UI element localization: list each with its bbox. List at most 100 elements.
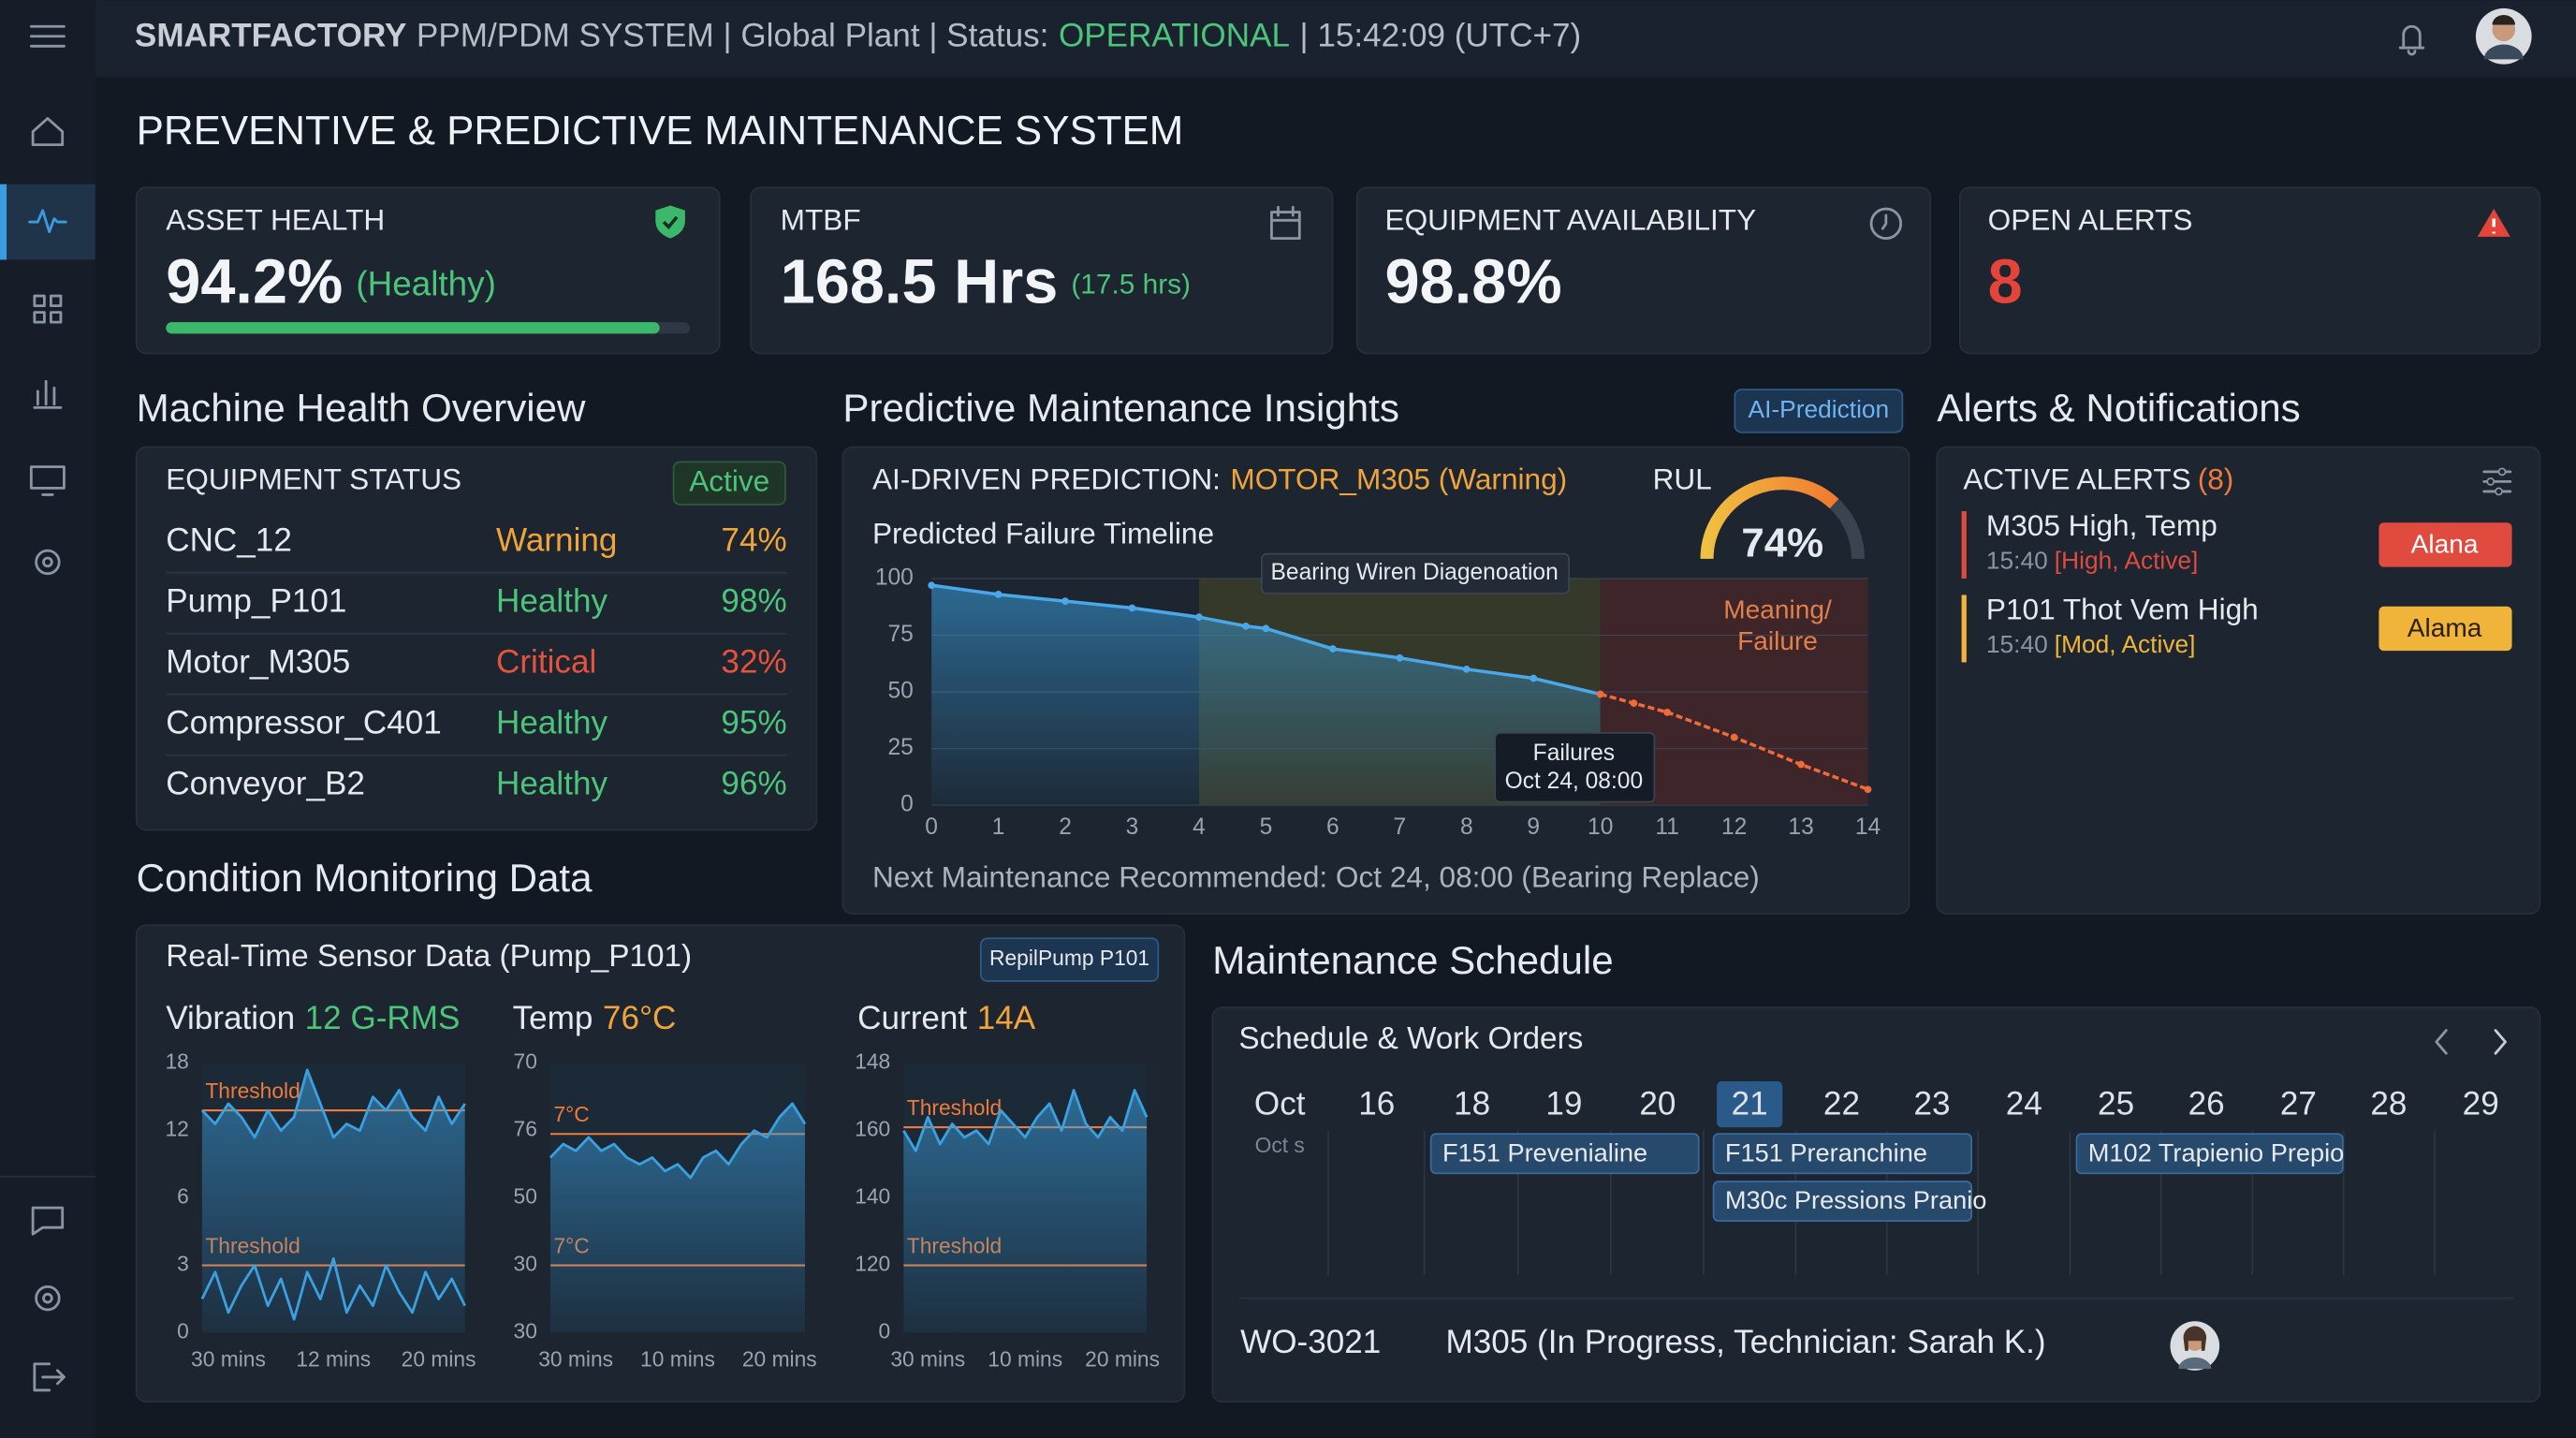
y-tick-label: 70 (514, 1049, 537, 1074)
alert-bar (1961, 594, 1967, 663)
x-tick-label: 11 (1655, 814, 1679, 840)
alert-button-bg[interactable] (2378, 522, 2512, 567)
series-line (1600, 692, 1869, 791)
threshold-label: 7°C (553, 1102, 589, 1126)
event-label: F151 Preranchine (1725, 1137, 1927, 1167)
x-tick-label: 12 mins (296, 1346, 371, 1371)
header-title-part: | 15:42:09 (UTC+7) (1300, 18, 1582, 54)
alert-button-bg[interactable] (2378, 606, 2512, 652)
sensor-label: Current 14A (857, 1000, 1036, 1036)
area-fill (903, 1090, 1148, 1333)
annotation: Bearing Wiren Diagenoation (1271, 560, 1559, 585)
kpi-label: OPEN ALERTS (1988, 202, 2193, 236)
event-bar[interactable] (2075, 1133, 2344, 1175)
y-tick-label: 30 (514, 1252, 537, 1276)
equipment-name: CNC_12 (166, 522, 292, 559)
event-bar[interactable] (1429, 1133, 1700, 1175)
x-tick-label: 7 (1394, 814, 1407, 840)
nav-home[interactable] (31, 117, 65, 146)
sensor-label-part: Vibration (166, 1000, 295, 1036)
page-title: PREVENTIVE & PREDICTIVE MAINTENANCE SYST… (137, 108, 1184, 154)
kpi-value: 94.2% (Healthy) (166, 247, 496, 316)
event-label: M102 Trapienio Prepio (2088, 1137, 2345, 1167)
technician-avatar (2170, 1321, 2220, 1371)
kpi-card (750, 186, 1334, 355)
prediction-heading: AI-DRIVEN PREDICTION: MOTOR_M305 (Warning… (872, 462, 1567, 496)
sensor-label-part: Temp (513, 1000, 593, 1036)
clock-icon (1869, 207, 1903, 241)
prev-week[interactable] (2435, 1029, 2448, 1055)
nav-logout[interactable] (33, 1362, 66, 1392)
x-tick-label: 1 (992, 814, 1005, 840)
nav-monitoring[interactable] (28, 209, 67, 234)
event-bar[interactable] (1712, 1181, 1972, 1223)
equipment-name: Motor_M305 (166, 643, 350, 680)
nav-messages[interactable] (31, 1206, 65, 1236)
x-tick-label: 0 (925, 814, 938, 840)
equipment-name: Pump_P101 (166, 583, 346, 620)
nav-settings[interactable] (35, 549, 61, 576)
equipment-status: Healthy (496, 583, 607, 620)
kpi-label: MTBF (781, 202, 861, 236)
notifications-button[interactable] (2398, 24, 2425, 56)
prediction-heading-part: AI-DRIVEN PREDICTION: (872, 462, 1221, 496)
data-point (1462, 665, 1471, 673)
badge-text: Active (689, 463, 769, 497)
sensor-label-part: 76°C (603, 1000, 676, 1036)
maintenance-recommendation: Next Maintenance Recommended: Oct 24, 08… (872, 859, 1760, 893)
nav-preferences[interactable] (35, 1284, 61, 1312)
nav-modules[interactable] (33, 294, 63, 324)
event-bar[interactable] (1712, 1133, 1972, 1175)
panel-title: ACTIVE ALERTS (8) (1963, 462, 2233, 496)
x-tick-label: 30 mins (191, 1346, 266, 1371)
y-tick-label: 50 (514, 1184, 537, 1209)
header-title: SMARTFACTORY PPM/PDM SYSTEM | Global Plan… (135, 18, 1581, 54)
equipment-health: 74% (721, 522, 786, 559)
y-tick-label: 3 (177, 1252, 189, 1276)
badge-text: AI-Prediction (1749, 395, 1890, 423)
active-badge (672, 461, 786, 506)
series-line (200, 1068, 466, 1139)
kpi-card (1355, 186, 1932, 355)
nav-reports[interactable] (33, 379, 63, 409)
series-line (200, 1256, 466, 1321)
y-tick-label: 160 (855, 1117, 890, 1141)
menu-button[interactable] (29, 24, 66, 48)
threshold-label: Threshold (205, 1078, 300, 1103)
data-point (1195, 613, 1203, 621)
day-sub: Oct s (1255, 1133, 1305, 1157)
y-tick-label: 12 (165, 1117, 188, 1141)
alert-meta-part: [High, Active] (2055, 546, 2199, 574)
x-tick-label: 5 (1260, 814, 1273, 840)
y-tick-label: 0 (900, 792, 914, 817)
equipment-status: Healthy (496, 704, 607, 741)
panel-title: Real-Time Sensor Data (Pump_P101) (166, 939, 692, 974)
nav-devices[interactable] (29, 465, 66, 496)
day-label: 27 (2280, 1086, 2317, 1123)
rul-label: RUL (1653, 462, 1712, 496)
filter-icon[interactable] (2482, 467, 2512, 496)
day-label: 20 (1639, 1086, 1676, 1123)
equipment-status: Critical (496, 643, 596, 680)
day-label: 29 (2463, 1086, 2499, 1123)
kpi-value-part: (17.5 hrs) (1071, 269, 1191, 300)
data-point (1797, 760, 1805, 769)
y-tick-label: 140 (855, 1184, 890, 1209)
event-label: M30c Pressions Pranio (1725, 1185, 1987, 1214)
nav-active-bar (0, 183, 7, 260)
x-tick-label: 14 (1855, 814, 1881, 840)
y-tick-label: 25 (888, 735, 914, 760)
x-tick-label: 2 (1059, 814, 1072, 840)
work-order-description: M305 (In Progress, Technician: Sarah K.) (1445, 1324, 2045, 1360)
section-title: Machine Health Overview (137, 386, 586, 430)
sensor-label-part: 12 G-RMS (305, 1000, 461, 1036)
data-point (1730, 733, 1738, 741)
panel-title: EQUIPMENT STATUS (166, 462, 461, 496)
panel-title-part: ACTIVE ALERTS (1963, 462, 2190, 496)
x-tick-label: 10 mins (640, 1346, 715, 1371)
next-week[interactable] (2494, 1029, 2507, 1055)
x-tick-label: 20 mins (1085, 1346, 1160, 1371)
user-avatar[interactable] (2475, 7, 2532, 65)
kpi-value: 168.5 Hrs (17.5 hrs) (781, 247, 1191, 316)
x-tick-label: 4 (1193, 814, 1206, 840)
